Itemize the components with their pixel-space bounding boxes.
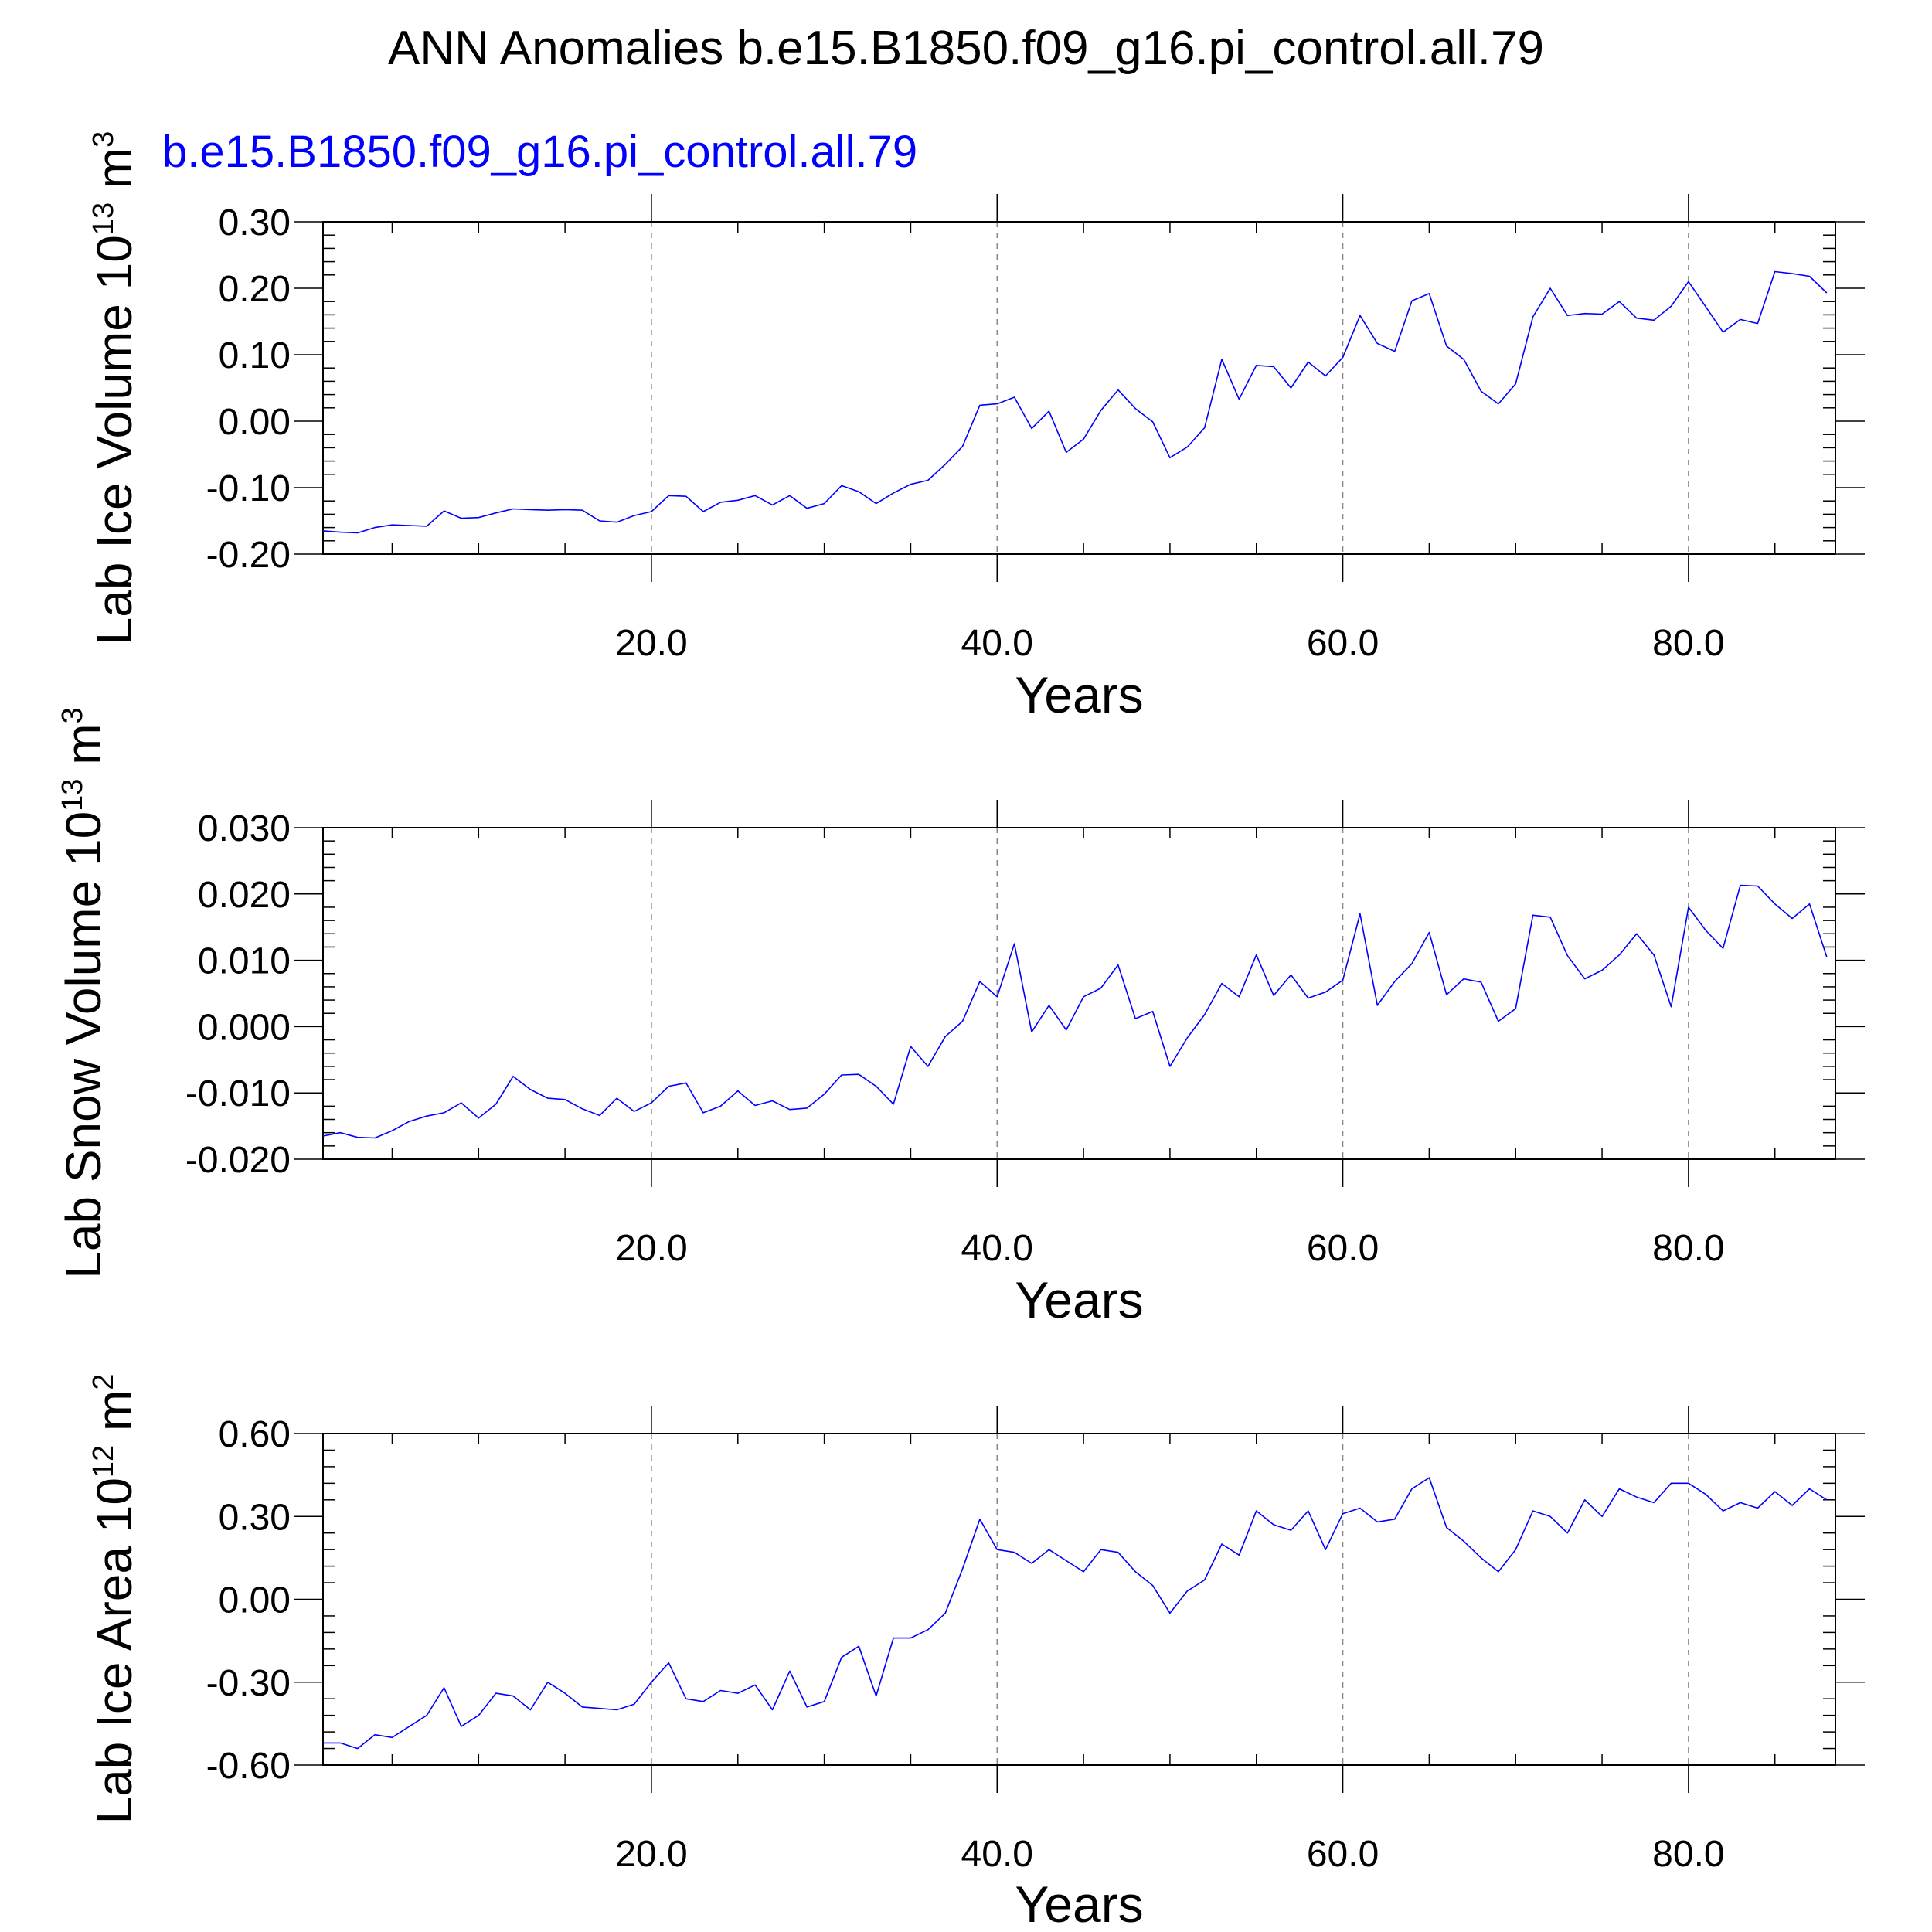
- y-tick-label: 0.20: [219, 269, 291, 310]
- series-line: [323, 1477, 1828, 1750]
- y-axis-label-main: Lab Ice Volume 10: [87, 235, 142, 645]
- plot-frame: [322, 221, 1836, 555]
- page-title: ANN Anomalies b.e15.B1850.f09_g16.pi_con…: [388, 22, 1544, 75]
- x-tick-label: 60.0: [1307, 623, 1379, 664]
- x-tick-label: 80.0: [1652, 1228, 1724, 1269]
- chart-panel-1: -0.20 -0.10 0.00 0.10 0.20 0.30 20.0 40.0 60.0 80…: [87, 131, 1865, 723]
- y-tick-label: -0.30: [206, 1663, 291, 1704]
- y-axis-label-exp: 13: [56, 779, 89, 811]
- y-axis-label-main: Lab Snow Volume 10: [56, 811, 111, 1279]
- y-tick-label: 0.000: [198, 1007, 291, 1048]
- y-axis-label: Lab Ice Volume 1013 m3: [87, 131, 142, 645]
- series-line: [322, 884, 1828, 1139]
- x-axis-label: Years: [1015, 666, 1143, 723]
- x-tick-label: 60.0: [1307, 1228, 1379, 1269]
- y-tick-label: -0.10: [206, 468, 291, 509]
- y-tick-label: 0.030: [198, 808, 291, 849]
- chart-panel-2: -0.020 -0.010 0.000 0.010 0.020 0.030 20.0 40.0…: [56, 707, 1865, 1328]
- y-tick-label: 0.020: [198, 875, 291, 916]
- y-axis-label-unit: m: [87, 148, 142, 202]
- x-tick-label: 80.0: [1652, 623, 1724, 664]
- y-tick-label: 0.30: [219, 202, 291, 243]
- y-axis-label-unit: m: [87, 1390, 142, 1445]
- x-axis-label: Years: [1015, 1876, 1143, 1932]
- y-axis-label-main: Lab Ice Area 10: [87, 1478, 142, 1824]
- x-tick-label: 80.0: [1652, 1834, 1724, 1875]
- y-axis-label-unit: m: [56, 723, 111, 778]
- y-tick-label: 0.010: [198, 941, 291, 982]
- plot-frame: [322, 827, 1836, 1160]
- x-axis-label: Years: [1015, 1271, 1143, 1328]
- series-line: [322, 270, 1828, 534]
- y-tick-label: 0.10: [219, 335, 291, 376]
- y-tick-label: 0.00: [219, 1580, 291, 1621]
- y-tick-label: 0.00: [219, 402, 291, 443]
- x-tick-label: 40.0: [961, 1834, 1033, 1875]
- y-tick-label: 0.30: [219, 1497, 291, 1538]
- x-tick-label: 40.0: [961, 623, 1033, 664]
- x-tick-label: 20.0: [615, 1834, 687, 1875]
- y-axis-label-exp: 13: [87, 202, 120, 235]
- y-tick-label: -0.60: [206, 1746, 291, 1787]
- x-tick-label: 20.0: [615, 623, 687, 664]
- run-label: b.e15.B1850.f09_g16.pi_control.all.79: [162, 127, 918, 177]
- y-tick-label: -0.20: [206, 535, 291, 576]
- y-axis-label: Lab Snow Volume 1013 m3: [56, 707, 111, 1278]
- chart-panel-3: -0.60 -0.30 0.00 0.30 0.60 20.0 40.0 60.0 80.0 Ye…: [87, 1374, 1865, 1932]
- y-axis-label-exp: 12: [87, 1445, 120, 1478]
- x-tick-label: 60.0: [1307, 1834, 1379, 1875]
- plot-frame: [322, 1433, 1836, 1766]
- y-tick-label: -0.010: [185, 1073, 291, 1114]
- y-tick-label: -0.020: [185, 1140, 291, 1181]
- y-axis-label: Lab Ice Area 1012 m2: [87, 1374, 142, 1825]
- y-axis-label-unit-exp: 3: [56, 707, 89, 723]
- x-tick-label: 40.0: [961, 1228, 1033, 1269]
- y-axis-label-unit-exp: 2: [87, 1374, 120, 1390]
- y-axis-label-unit-exp: 3: [87, 131, 120, 148]
- x-tick-label: 20.0: [615, 1228, 687, 1269]
- y-tick-label: 0.60: [219, 1414, 291, 1455]
